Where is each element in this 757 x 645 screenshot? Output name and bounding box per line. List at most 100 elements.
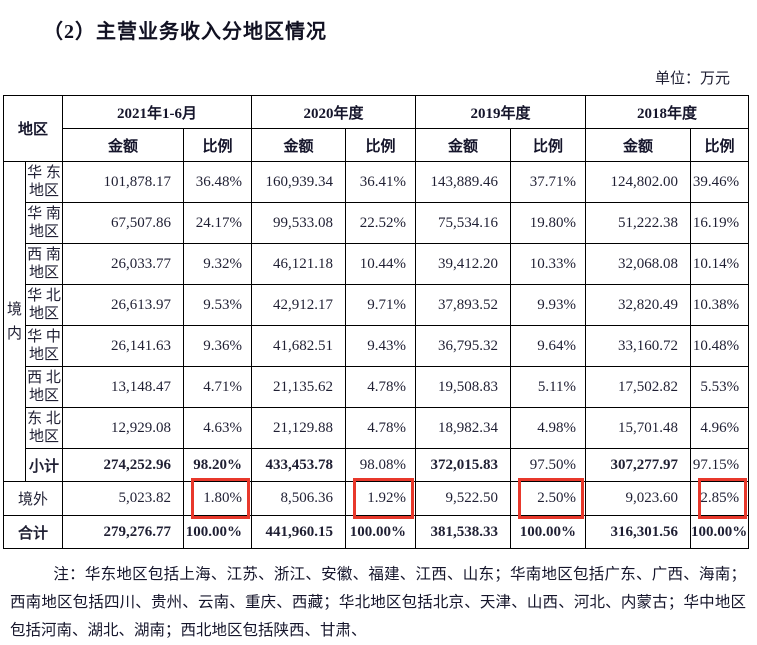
ratio-cell: 2.50% — [510, 478, 587, 519]
amount-cell: 39,412.20 — [415, 243, 512, 285]
ratio-cell: 24.17% — [183, 202, 253, 244]
amount-cell: 381,538.33 — [415, 515, 512, 549]
ratio-cell: 97.15% — [690, 448, 750, 482]
highlight-box — [353, 478, 415, 519]
header-row-measures: 金额 比例 金额 比例 金额 比例 金额 比例 — [4, 128, 750, 162]
amount-cell: 26,613.97 — [62, 284, 185, 326]
highlight-box — [698, 478, 748, 519]
document-page: （2）主营业务收入分地区情况 单位：万元 地区 2021年1-6月 2020年度… — [0, 15, 757, 645]
amount-cell: 279,276.77 — [62, 515, 185, 549]
footnote: 注：华东地区包括上海、江苏、浙江、安徽、福建、江西、山东；华南地区包括广东、广西… — [10, 566, 746, 639]
table-row-huadong: 境 内华 东 地区 101,878.17 36.48% 160,939.34 36.41… — [3, 161, 750, 482]
table-row-subtotal: 小计 274,252.96 98.20% 433,453.78 98.08% 372,01… — [4, 448, 750, 482]
row-label-subtotal: 小计 — [24, 448, 64, 482]
amount-cell: 67,507.86 — [62, 202, 185, 244]
ratio-cell: 9.71% — [345, 284, 417, 326]
amount-cell: 51,222.38 — [585, 202, 692, 244]
ratio-cell: 4.78% — [345, 366, 417, 408]
amount-cell: 15,701.48 — [585, 407, 692, 449]
row-label-total: 合计 — [2, 515, 64, 549]
ratio-cell: 10.44% — [345, 243, 417, 285]
row-label-overseas: 境外 — [2, 481, 64, 516]
amount-cell: 37,893.52 — [415, 284, 512, 326]
amount-cell: 99,533.08 — [251, 202, 347, 244]
amount-cell: 42,912.17 — [251, 284, 347, 326]
amount-cell: 5,023.82 — [62, 481, 185, 516]
amount-cell: 307,277.97 — [585, 448, 692, 482]
ratio-cell: 9.53% — [183, 284, 253, 326]
amount-cell: 316,301.56 — [585, 515, 692, 549]
ratio-cell: 37.71% — [510, 161, 587, 203]
amount-cell: 19,508.83 — [415, 366, 512, 408]
ratio-cell: 10.38% — [690, 284, 750, 326]
amount-header: 金额 — [62, 128, 185, 162]
amount-cell: 13,148.47 — [62, 366, 185, 408]
row-label-huazhong: 华 中 地区 — [24, 325, 64, 367]
revenue-by-region-table: 地区 2021年1-6月 2020年度 2019年度 2018年度 金额 比例 … — [2, 95, 750, 549]
ratio-cell: 5.53% — [690, 366, 750, 408]
amount-header: 金额 — [585, 128, 692, 162]
period-header-2018: 2018年度 — [585, 95, 750, 129]
ratio-cell: 100.00% — [690, 515, 750, 549]
amount-cell: 36,795.32 — [415, 325, 512, 367]
amount-cell: 32,068.08 — [585, 243, 692, 285]
row-label-huadong: 华 东 地区 — [24, 161, 64, 203]
amount-cell: 9,522.50 — [415, 481, 512, 516]
ratio-cell: 36.48% — [183, 161, 253, 203]
row-label-dongbei: 东 北 地区 — [24, 407, 64, 449]
table-row-huabei: 华 北 地区 26,613.97 9.53% 42,912.17 9.71% 37,893… — [4, 284, 750, 326]
amount-cell: 18,982.34 — [415, 407, 512, 449]
ratio-cell: 4.98% — [510, 407, 587, 449]
ratio-cell: 1.80% — [183, 478, 253, 519]
amount-cell: 124,802.00 — [585, 161, 692, 203]
amount-cell: 41,682.51 — [251, 325, 347, 367]
ratio-cell: 2.85% — [690, 478, 750, 519]
highlight-box — [518, 478, 585, 519]
amount-cell: 372,015.83 — [415, 448, 512, 482]
unit-label: 单位：万元 — [654, 71, 730, 87]
row-label-huabei: 华 北 地区 — [24, 284, 64, 326]
amount-cell: 46,121.18 — [251, 243, 347, 285]
ratio-cell: 100.00% — [510, 515, 587, 549]
table-row-dongbei: 东 北 地区 12,929.08 4.63% 21,129.88 4.78% 18,982… — [4, 407, 750, 449]
amount-cell: 101,878.17 — [62, 161, 185, 203]
amount-cell: 26,033.77 — [62, 243, 185, 285]
corner-header-region: 地区 — [2, 95, 64, 162]
amount-cell: 433,453.78 — [251, 448, 347, 482]
ratio-cell: 4.63% — [183, 407, 253, 449]
ratio-cell: 5.11% — [510, 366, 587, 408]
ratio-cell: 100.00% — [345, 515, 417, 549]
amount-cell: 160,939.34 — [251, 161, 347, 203]
ratio-cell: 9.36% — [183, 325, 253, 367]
amount-cell: 8,506.36 — [251, 481, 347, 516]
table-row-xibei: 西 北 地区 13,148.47 4.71% 21,135.62 4.78% 19,508… — [4, 366, 750, 408]
period-header-2020: 2020年度 — [251, 95, 417, 129]
ratio-cell: 9.64% — [510, 325, 587, 367]
ratio-cell: 1.92% — [345, 478, 417, 519]
amount-cell: 274,252.96 — [62, 448, 185, 482]
ratio-cell: 98.20% — [183, 448, 253, 482]
ratio-cell: 10.48% — [690, 325, 750, 367]
amount-header: 金额 — [415, 128, 512, 162]
amount-cell: 9,023.60 — [585, 481, 692, 516]
table-row-total: 合计 279,276.77 100.00% 441,960.15 100.00% 381,… — [2, 515, 750, 549]
domestic-group-label: 境 内 — [3, 161, 26, 482]
ratio-cell: 97.50% — [510, 448, 587, 482]
period-header-2021h1: 2021年1-6月 — [62, 95, 253, 129]
ratio-cell: 9.93% — [510, 284, 587, 326]
amount-cell: 32,820.49 — [585, 284, 692, 326]
amount-cell: 33,160.72 — [585, 325, 692, 367]
ratio-header: 比例 — [183, 128, 253, 162]
ratio-cell: 16.19% — [690, 202, 750, 244]
ratio-header: 比例 — [345, 128, 417, 162]
ratio-header: 比例 — [690, 128, 750, 162]
amount-cell: 21,129.88 — [251, 407, 347, 449]
ratio-cell: 100.00% — [183, 515, 253, 549]
row-label-xinan: 西 南 地区 — [24, 243, 64, 285]
highlight-box — [191, 478, 251, 519]
ratio-cell: 39.46% — [690, 161, 750, 203]
table-row-huanan: 华 南 地区 67,507.86 24.17% 99,533.08 22.52% 75,5… — [4, 202, 750, 244]
period-header-2019: 2019年度 — [415, 95, 587, 129]
ratio-header: 比例 — [510, 128, 587, 162]
amount-cell: 21,135.62 — [251, 366, 347, 408]
